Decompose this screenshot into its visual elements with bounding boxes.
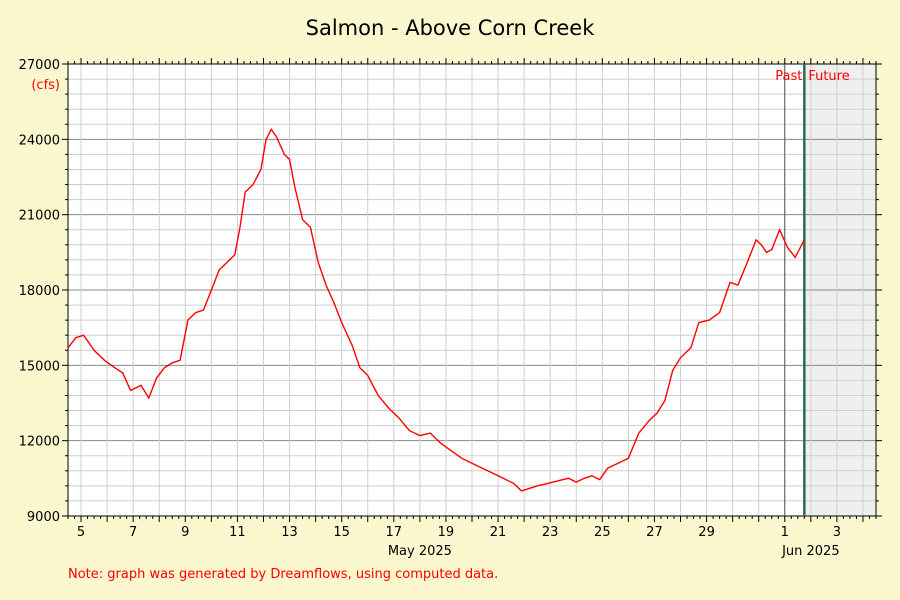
axis-ticks [62, 58, 882, 522]
chart-title: Salmon - Above Corn Creek [306, 16, 596, 40]
y-axis-unit-label: (cfs) [31, 78, 60, 93]
x-tick-label: 9 [181, 525, 189, 540]
x-tick-label: 7 [129, 525, 137, 540]
y-tick-label: 15000 [19, 359, 60, 374]
x-tick-label: 19 [438, 525, 455, 540]
x-tick-label: 5 [77, 525, 85, 540]
month-labels: May 2025 Jun 2025 [388, 544, 840, 559]
month-label: Jun 2025 [781, 544, 840, 559]
y-tick-label: 27000 [19, 58, 60, 73]
x-tick-label: 21 [490, 525, 507, 540]
future-label: Future [808, 69, 849, 84]
x-tick-label: 29 [698, 525, 715, 540]
flow-series-line [67, 127, 805, 492]
x-tick-label: 17 [386, 525, 403, 540]
y-tick-label: 18000 [19, 284, 60, 299]
past-label: Past [775, 69, 802, 84]
x-tick-label: 1 [781, 525, 789, 540]
x-tick-label: 11 [229, 525, 246, 540]
y-tick-label: 21000 [19, 209, 60, 224]
footnote: Note: graph was generated by Dreamflows,… [68, 567, 498, 582]
x-tick-label: 23 [542, 525, 559, 540]
x-tick-label: 3 [833, 525, 841, 540]
month-label: May 2025 [388, 544, 452, 559]
y-tick-label: 9000 [27, 510, 60, 525]
x-tick-labels: 5 7 9 11 13 15 17 19 21 23 25 27 29 1 3 [77, 525, 841, 540]
y-tick-labels: 9000 12000 15000 18000 21000 24000 27000 [19, 58, 60, 525]
y-tick-label: 12000 [19, 435, 60, 450]
x-tick-label: 13 [281, 525, 298, 540]
x-tick-label: 27 [646, 525, 663, 540]
x-tick-label: 15 [333, 525, 350, 540]
x-tick-label: 25 [594, 525, 611, 540]
y-tick-label: 24000 [19, 133, 60, 148]
